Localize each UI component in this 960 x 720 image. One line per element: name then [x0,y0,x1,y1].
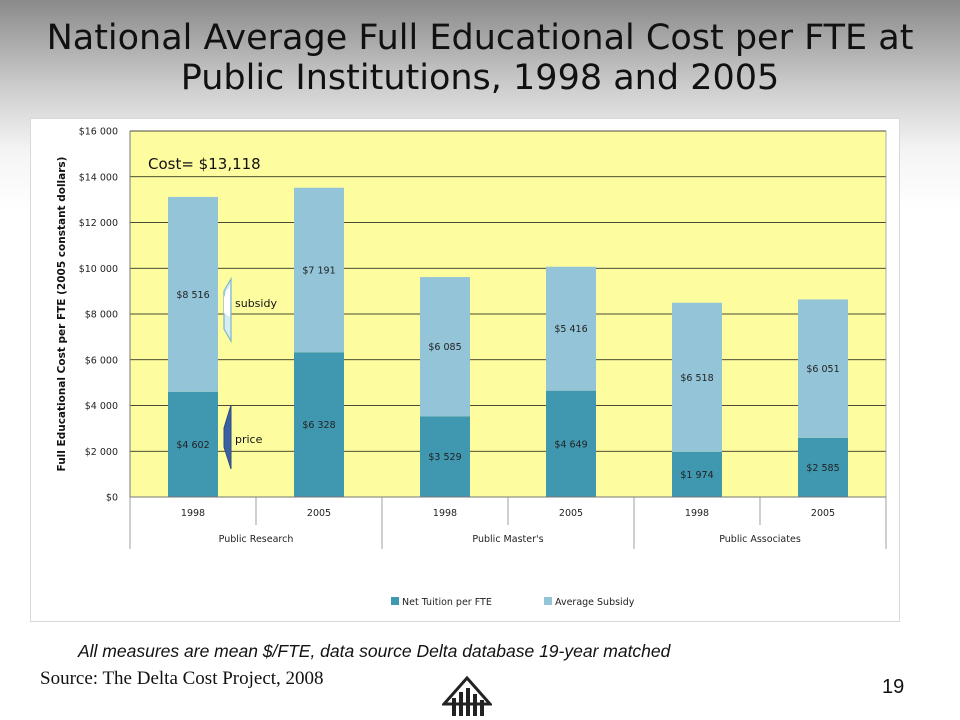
slide-title: National Average Full Educational Cost p… [46,18,914,98]
x-tick-label: 2005 [811,508,835,519]
data-label-net-tuition: $4 649 [554,439,587,450]
bar-average-subsidy [294,187,344,353]
y-tick-label: $0 [106,493,118,504]
y-tick-label: $12 000 [79,218,118,229]
bar-average-subsidy [798,299,848,438]
data-label-average-subsidy: $6 051 [806,364,839,375]
bar-chart: $0 $2 000 $4 000 $6 000 $8 000 $10 000 $12 000… [56,127,887,608]
x-tick-label: 2005 [307,508,331,519]
y-tick-label: $4 000 [85,401,118,412]
bar-net-tuition [420,416,470,497]
bar-average-subsidy [672,302,722,452]
x-group-label: Public Research [219,534,294,545]
y-tick-label: $6 000 [85,355,118,366]
data-label-net-tuition: $4 602 [176,440,209,451]
x-tick-label: 2005 [559,508,583,519]
data-label-net-tuition: $6 328 [302,420,335,431]
price-annotation: price [235,433,263,446]
bar-net-tuition [546,390,596,497]
x-group-label: Public Associates [719,534,801,545]
x-tick-label: 1998 [181,508,205,519]
data-label-net-tuition: $1 974 [680,470,713,481]
price-arrow-icon [223,404,232,470]
y-tick-label: $10 000 [79,264,118,275]
legend-swatch-net-tuition [391,597,399,605]
bar-net-tuition [168,391,218,497]
delta-logo-icon [442,676,492,716]
bar-net-tuition [294,352,344,497]
legend-label-net-tuition: Net Tuition per FTE [402,597,492,608]
x-group-label: Public Master's [472,534,543,545]
data-label-average-subsidy: $8 516 [176,290,209,301]
bar-average-subsidy [168,196,218,392]
y-tick-label: $2 000 [85,447,118,458]
chart-area: $0 $2 000 $4 000 $6 000 $8 000 $10 000 $12 000… [30,118,900,622]
y-tick-label: $16 000 [79,127,118,138]
data-label-net-tuition: $3 529 [428,452,461,463]
data-label-net-tuition: $2 585 [806,463,839,474]
y-tick-label: $14 000 [79,172,118,183]
y-tick-label: $8 000 [85,310,118,321]
slide-number: 19 [882,676,905,698]
legend-swatch-average-subsidy [544,597,552,605]
data-label-average-subsidy: $6 085 [428,342,461,353]
legend-label-average-subsidy: Average Subsidy [555,597,635,608]
bar-net-tuition [798,437,848,497]
data-label-average-subsidy: $7 191 [302,265,335,276]
subsidy-arrow-highlight [224,285,230,317]
subsidy-annotation: subsidy [235,297,277,310]
y-axis-title: Full Educational Cost per FTE (2005 cons… [56,157,68,472]
x-tick-label: 1998 [685,508,709,519]
data-label-average-subsidy: $5 416 [554,324,587,335]
cost-annotation: Cost= $13,118 [148,155,261,173]
source-citation: Source: The Delta Cost Project, 2008 [40,668,324,689]
data-label-average-subsidy: $6 518 [680,373,713,384]
bar-net-tuition [672,451,722,497]
footnote: All measures are mean $/FTE, data source… [78,641,671,661]
bar-average-subsidy [546,266,596,391]
bar-average-subsidy [420,277,470,417]
x-tick-label: 1998 [433,508,457,519]
